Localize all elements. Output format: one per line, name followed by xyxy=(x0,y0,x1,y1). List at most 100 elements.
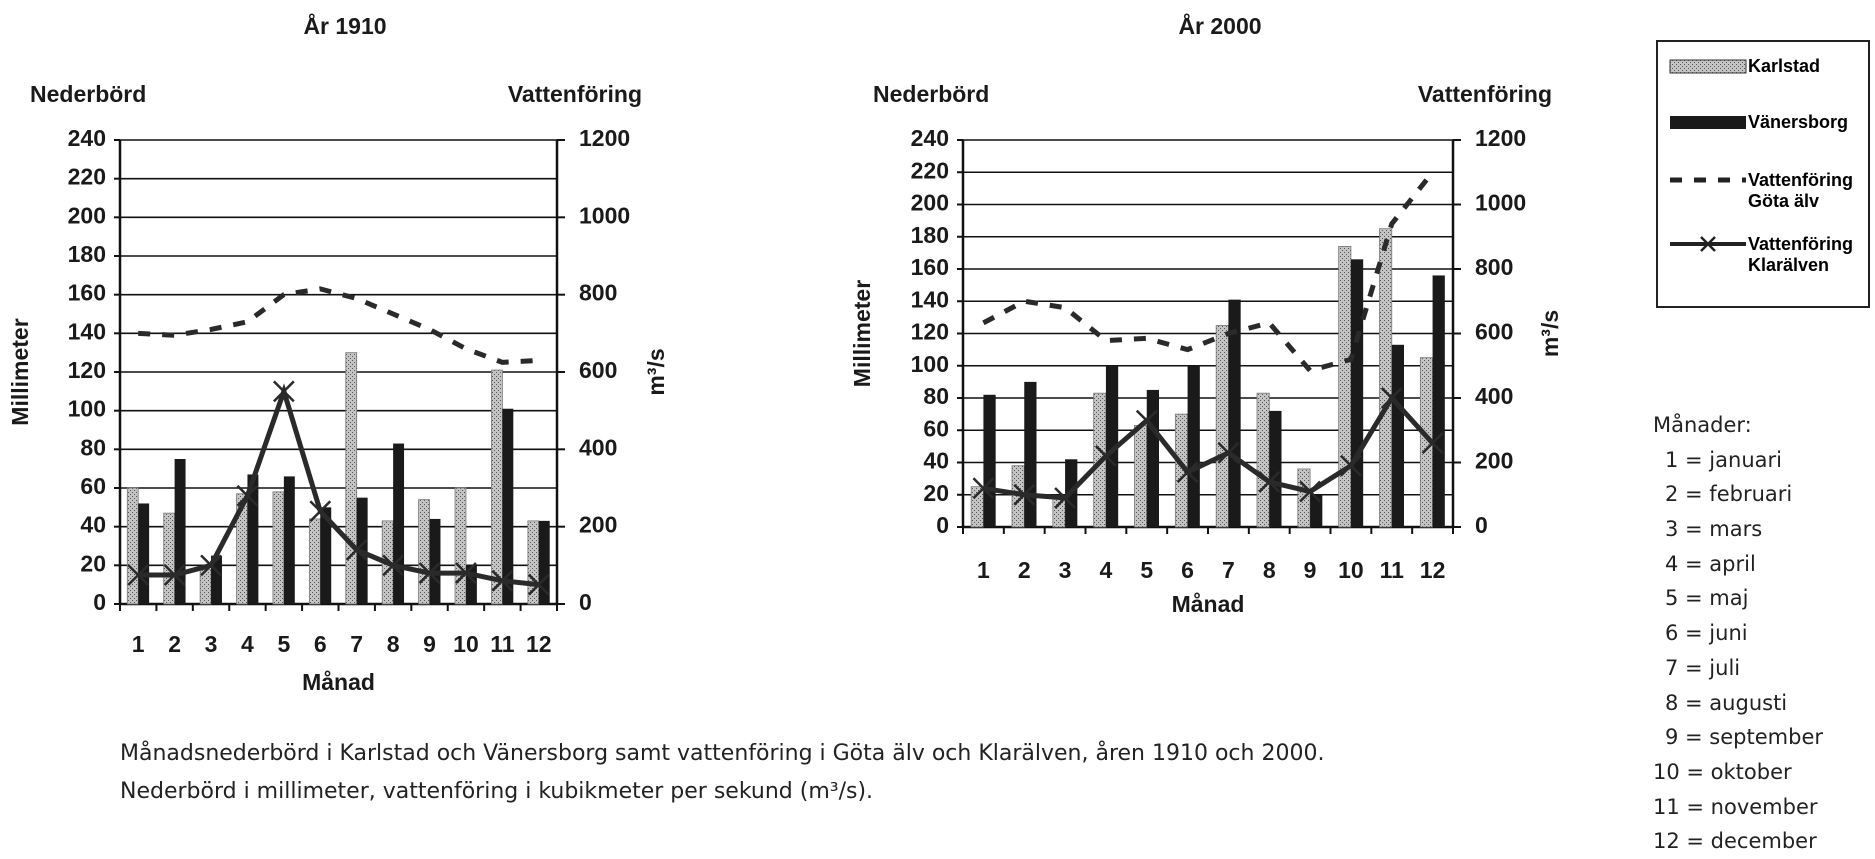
month-key-item: 9 = september xyxy=(1665,725,1823,750)
bar xyxy=(174,459,186,604)
marker xyxy=(200,554,222,577)
caption-line: Månadsnederbörd i Karlstad och Vänersbor… xyxy=(120,741,1325,766)
legend-label: Vattenföring Göta älv xyxy=(1748,170,1854,211)
x-tick-label: 10 xyxy=(453,631,479,657)
x-tick-label: 2 xyxy=(1018,557,1031,583)
bar xyxy=(1215,325,1229,528)
x-tick-label: 10 xyxy=(1338,557,1364,583)
marker xyxy=(382,554,405,577)
swatch-bar xyxy=(1670,116,1746,129)
y2-tick-label: 600 xyxy=(1475,319,1513,345)
bar xyxy=(1105,365,1119,527)
bar xyxy=(393,443,405,604)
bar xyxy=(1350,259,1364,527)
x-tick-label: 3 xyxy=(205,631,218,657)
bar xyxy=(138,503,150,604)
y-tick-label: 160 xyxy=(68,280,106,306)
y2-tick-label: 0 xyxy=(579,589,592,615)
y-tick-label: 200 xyxy=(68,202,106,228)
month-key-item: 8 = augusti xyxy=(1665,690,1788,715)
x-tick-label: 12 xyxy=(526,631,552,657)
bar xyxy=(1391,344,1404,527)
bar xyxy=(1024,381,1037,527)
chart-title: År 1910 xyxy=(303,12,386,39)
y2-tick-label: 400 xyxy=(1475,383,1513,409)
y2-tick-label: 1000 xyxy=(579,202,630,228)
x-tick-label: 8 xyxy=(1263,557,1276,583)
y2-axis-top-title: Vattenföring xyxy=(508,81,642,107)
y2-tick-label: 200 xyxy=(1475,448,1513,474)
bar xyxy=(283,476,295,604)
y-tick-label: 120 xyxy=(911,319,949,345)
y-axis-top-title: Nederbörd xyxy=(30,81,146,107)
x-axis-label: Månad xyxy=(302,669,375,695)
bar xyxy=(538,520,550,604)
marker xyxy=(272,380,295,403)
marker xyxy=(1217,441,1240,464)
legend: Karlstad Vänersborg Vattenföring Göta äl… xyxy=(1656,40,1870,308)
bar xyxy=(502,408,514,604)
legend-item: Vänersborg xyxy=(1668,112,1868,133)
marker xyxy=(491,569,514,592)
bar xyxy=(1338,246,1352,528)
marker xyxy=(309,500,332,523)
y2-tick-label: 800 xyxy=(579,280,617,306)
line xyxy=(138,383,540,588)
bar xyxy=(1379,228,1393,528)
bar xyxy=(345,352,358,605)
legend-item: Vattenföring Göta älv xyxy=(1668,170,1868,212)
month-key-title: Månader: xyxy=(1653,413,1752,437)
month-key-item: 12 = december xyxy=(1653,829,1817,854)
marker xyxy=(455,562,477,584)
y2-tick-label: 1000 xyxy=(1475,190,1526,216)
bar xyxy=(1187,365,1200,527)
x-tick-label: 4 xyxy=(241,631,254,657)
month-key-item: 2 = februari xyxy=(1665,482,1793,507)
y-tick-label: 20 xyxy=(923,480,949,506)
x-tick-label: 3 xyxy=(1059,557,1072,583)
bar xyxy=(211,555,222,604)
marker xyxy=(1340,454,1362,477)
y-tick-label: 20 xyxy=(80,550,106,576)
y-tick-label: 0 xyxy=(93,589,106,615)
y-tick-label: 60 xyxy=(923,415,949,441)
month-key-item: 11 = november xyxy=(1653,794,1818,819)
y-tick-label: 180 xyxy=(68,241,106,267)
y-axis-top-title: Nederbörd xyxy=(873,81,989,107)
x-tick-label: 9 xyxy=(1304,557,1317,583)
swatch-marker xyxy=(1700,236,1716,252)
x-tick-label: 4 xyxy=(1100,557,1113,583)
line xyxy=(983,393,1435,501)
x-tick-label: 6 xyxy=(314,631,327,657)
bar xyxy=(465,565,477,604)
y-tick-label: 140 xyxy=(68,318,106,344)
bar xyxy=(272,491,285,605)
marker xyxy=(1176,461,1199,484)
x-tick-label: 7 xyxy=(350,631,363,657)
x-tick-label: 6 xyxy=(1181,557,1194,583)
y-tick-label: 60 xyxy=(80,473,106,499)
marker xyxy=(236,484,259,507)
bar xyxy=(491,369,503,605)
line xyxy=(982,170,1435,374)
bar xyxy=(1256,392,1270,528)
bar xyxy=(163,512,176,605)
bar xyxy=(1432,275,1445,527)
y-tick-label: 240 xyxy=(68,125,106,151)
y2-axis-label: m³/s xyxy=(643,348,669,395)
marker xyxy=(1380,387,1403,409)
month-key-item: 3 = mars xyxy=(1665,517,1763,542)
marker xyxy=(418,562,441,584)
x-tick-label: 7 xyxy=(1222,557,1235,583)
y-axis-label: Millimeter xyxy=(849,280,875,387)
marker xyxy=(1299,480,1321,503)
x-tick-label: 11 xyxy=(1380,557,1405,583)
month-key-item: 4 = april xyxy=(1665,551,1756,576)
x-tick-label: 5 xyxy=(277,631,290,657)
y-tick-label: 40 xyxy=(80,512,106,538)
y-axis-label: Millimeter xyxy=(7,318,33,425)
marker xyxy=(1095,445,1117,467)
y2-tick-label: 200 xyxy=(579,512,617,538)
